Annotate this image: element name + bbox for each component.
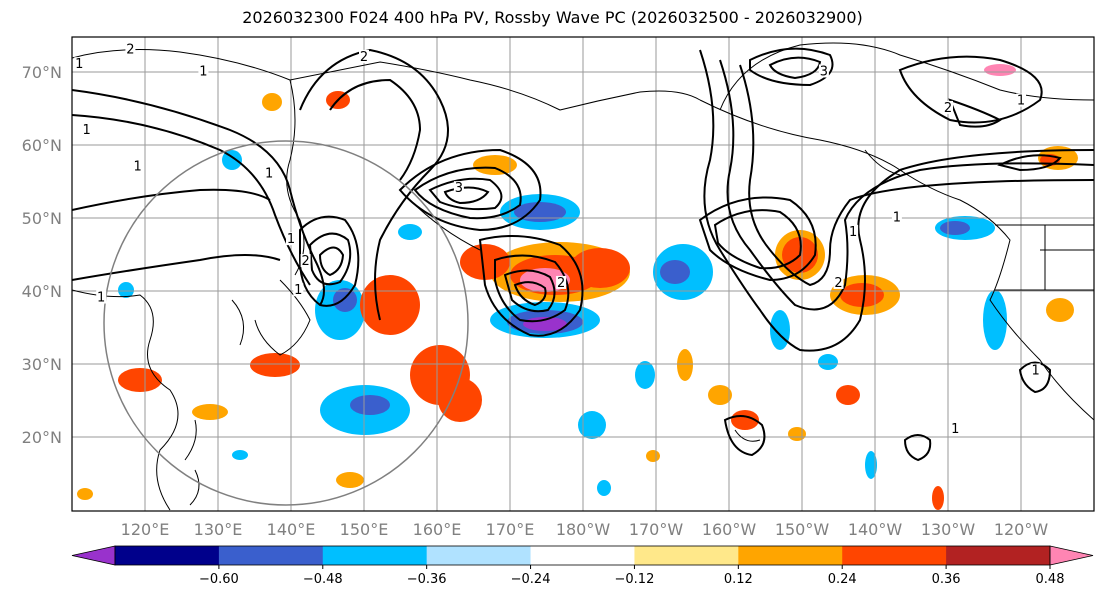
- lon-label-120w: 120°W: [994, 520, 1049, 539]
- contour-label-bg: [453, 181, 464, 195]
- longitude-labels: 120°E 130°E 140°E 150°E 160°E 170°E 180°…: [121, 520, 1049, 539]
- colorbar-segment: [218, 546, 324, 565]
- contour-label-bg: [125, 42, 136, 56]
- colorbar: [71, 545, 1094, 566]
- contour-label: 2: [301, 254, 309, 269]
- colorbar-tick-label: 0.12: [724, 572, 753, 587]
- page-title: 2026032300 F024 400 hPa PV, Rossby Wave …: [242, 8, 863, 27]
- colorbar-tick-label: 0.36: [932, 572, 961, 587]
- contour-label-bg: [264, 166, 275, 180]
- colorbar-segment: [946, 546, 1051, 565]
- lat-label-70: 70°N: [22, 63, 62, 82]
- lon-label-140w: 140°W: [848, 520, 903, 539]
- contour-label-bg: [556, 275, 567, 289]
- contour-label-bg: [81, 122, 92, 136]
- contour-label-bg: [818, 64, 829, 78]
- colorbar-segment: [738, 546, 843, 565]
- contour-label-bg: [286, 232, 296, 246]
- contour-label-bg: [198, 64, 209, 78]
- contour-label: 1: [951, 422, 959, 437]
- colorbar-extend-min: [71, 545, 116, 566]
- lon-label-170e: 170°E: [486, 520, 535, 539]
- contour-label: 1: [1017, 94, 1025, 109]
- colorbar-segment: [634, 546, 739, 565]
- contour-label-bg: [1016, 93, 1026, 107]
- contour-label: 1: [97, 291, 105, 306]
- pv-contours: [72, 47, 1094, 462]
- lat-label-60: 60°N: [22, 136, 62, 155]
- lon-label-140e: 140°E: [267, 520, 316, 539]
- lat-label-30: 30°N: [22, 355, 62, 374]
- rossby-wave-shading: [77, 64, 1078, 510]
- contour-label-bg: [96, 290, 107, 304]
- colorbar-segment: [115, 546, 220, 565]
- colorbar-tick-label: −0.48: [303, 572, 343, 587]
- lon-label-170w: 170°W: [629, 520, 684, 539]
- lon-label-150e: 150°E: [340, 520, 389, 539]
- lat-label-50: 50°N: [22, 209, 62, 228]
- colorbar-outline: [114, 545, 1051, 566]
- contour-label-bg: [132, 159, 143, 173]
- lon-label-130w: 130°W: [921, 520, 976, 539]
- contour-label-bg: [833, 275, 844, 289]
- contour-label-bg: [943, 100, 953, 114]
- contour-label-bg: [293, 283, 304, 297]
- colorbar-tick-label: −0.36: [407, 572, 447, 587]
- contour-label: 1: [82, 123, 90, 138]
- contour-label: 2: [834, 276, 842, 291]
- contour-label-bg: [848, 224, 859, 238]
- lon-label-180w: 180°W: [556, 520, 611, 539]
- lon-label-120e: 120°E: [121, 520, 170, 539]
- graticule: [72, 37, 1094, 511]
- colorbar-tick-label: −0.60: [199, 572, 239, 587]
- colorbar-segment: [842, 546, 947, 565]
- highlight-circle: [103, 140, 469, 506]
- contour-label: 3: [820, 64, 828, 79]
- colorbar-tick-label: 0.48: [1036, 572, 1065, 587]
- contour-label-bg: [74, 57, 85, 71]
- contour-label: 1: [1031, 363, 1039, 378]
- contour-label: 1: [265, 167, 273, 182]
- contour-label: 2: [944, 101, 952, 116]
- colorbar-tick-label: −0.12: [615, 572, 655, 587]
- contour-label: 2: [126, 43, 134, 58]
- contour-label: 1: [294, 283, 302, 298]
- lon-label-130e: 130°E: [194, 520, 243, 539]
- contour-label-bg: [300, 254, 311, 268]
- contour-label: 3: [455, 181, 463, 196]
- colorbar-segment: [322, 546, 428, 565]
- colorbar-extend-max: [1049, 545, 1094, 566]
- contour-label: 1: [75, 57, 83, 72]
- lon-label-160e: 160°E: [413, 520, 462, 539]
- contour-label: 1: [849, 225, 857, 240]
- contour-label: 2: [557, 276, 565, 291]
- colorbar-tick-label: 0.24: [828, 572, 857, 587]
- colorbar-segment: [530, 546, 635, 565]
- lat-label-20: 20°N: [22, 428, 62, 447]
- map-frame: [71, 36, 1095, 512]
- colorbar-segment: [426, 546, 532, 565]
- lon-label-150w: 150°W: [775, 520, 830, 539]
- lon-label-160w: 160°W: [702, 520, 757, 539]
- colorbar-ticks: −0.60 −0.48 −0.36 −0.24 −0.12 0.12 0.24 0.36 0.4…: [199, 565, 1065, 587]
- contour-label-bg: [891, 210, 902, 224]
- contour-label-bg: [359, 49, 369, 63]
- contour-label-bg: [1030, 363, 1041, 377]
- contour-label: 1: [134, 159, 142, 174]
- contour-label: 1: [287, 232, 295, 247]
- contour-label: 1: [199, 64, 207, 79]
- contour-label: 2: [360, 50, 368, 65]
- contour-label: 1: [893, 210, 901, 225]
- colorbar-tick-label: −0.24: [511, 572, 551, 587]
- latitude-labels: 70°N 60°N 50°N 40°N 30°N 20°N: [22, 63, 62, 447]
- lat-label-40: 40°N: [22, 282, 62, 301]
- contour-label-bg: [950, 421, 961, 435]
